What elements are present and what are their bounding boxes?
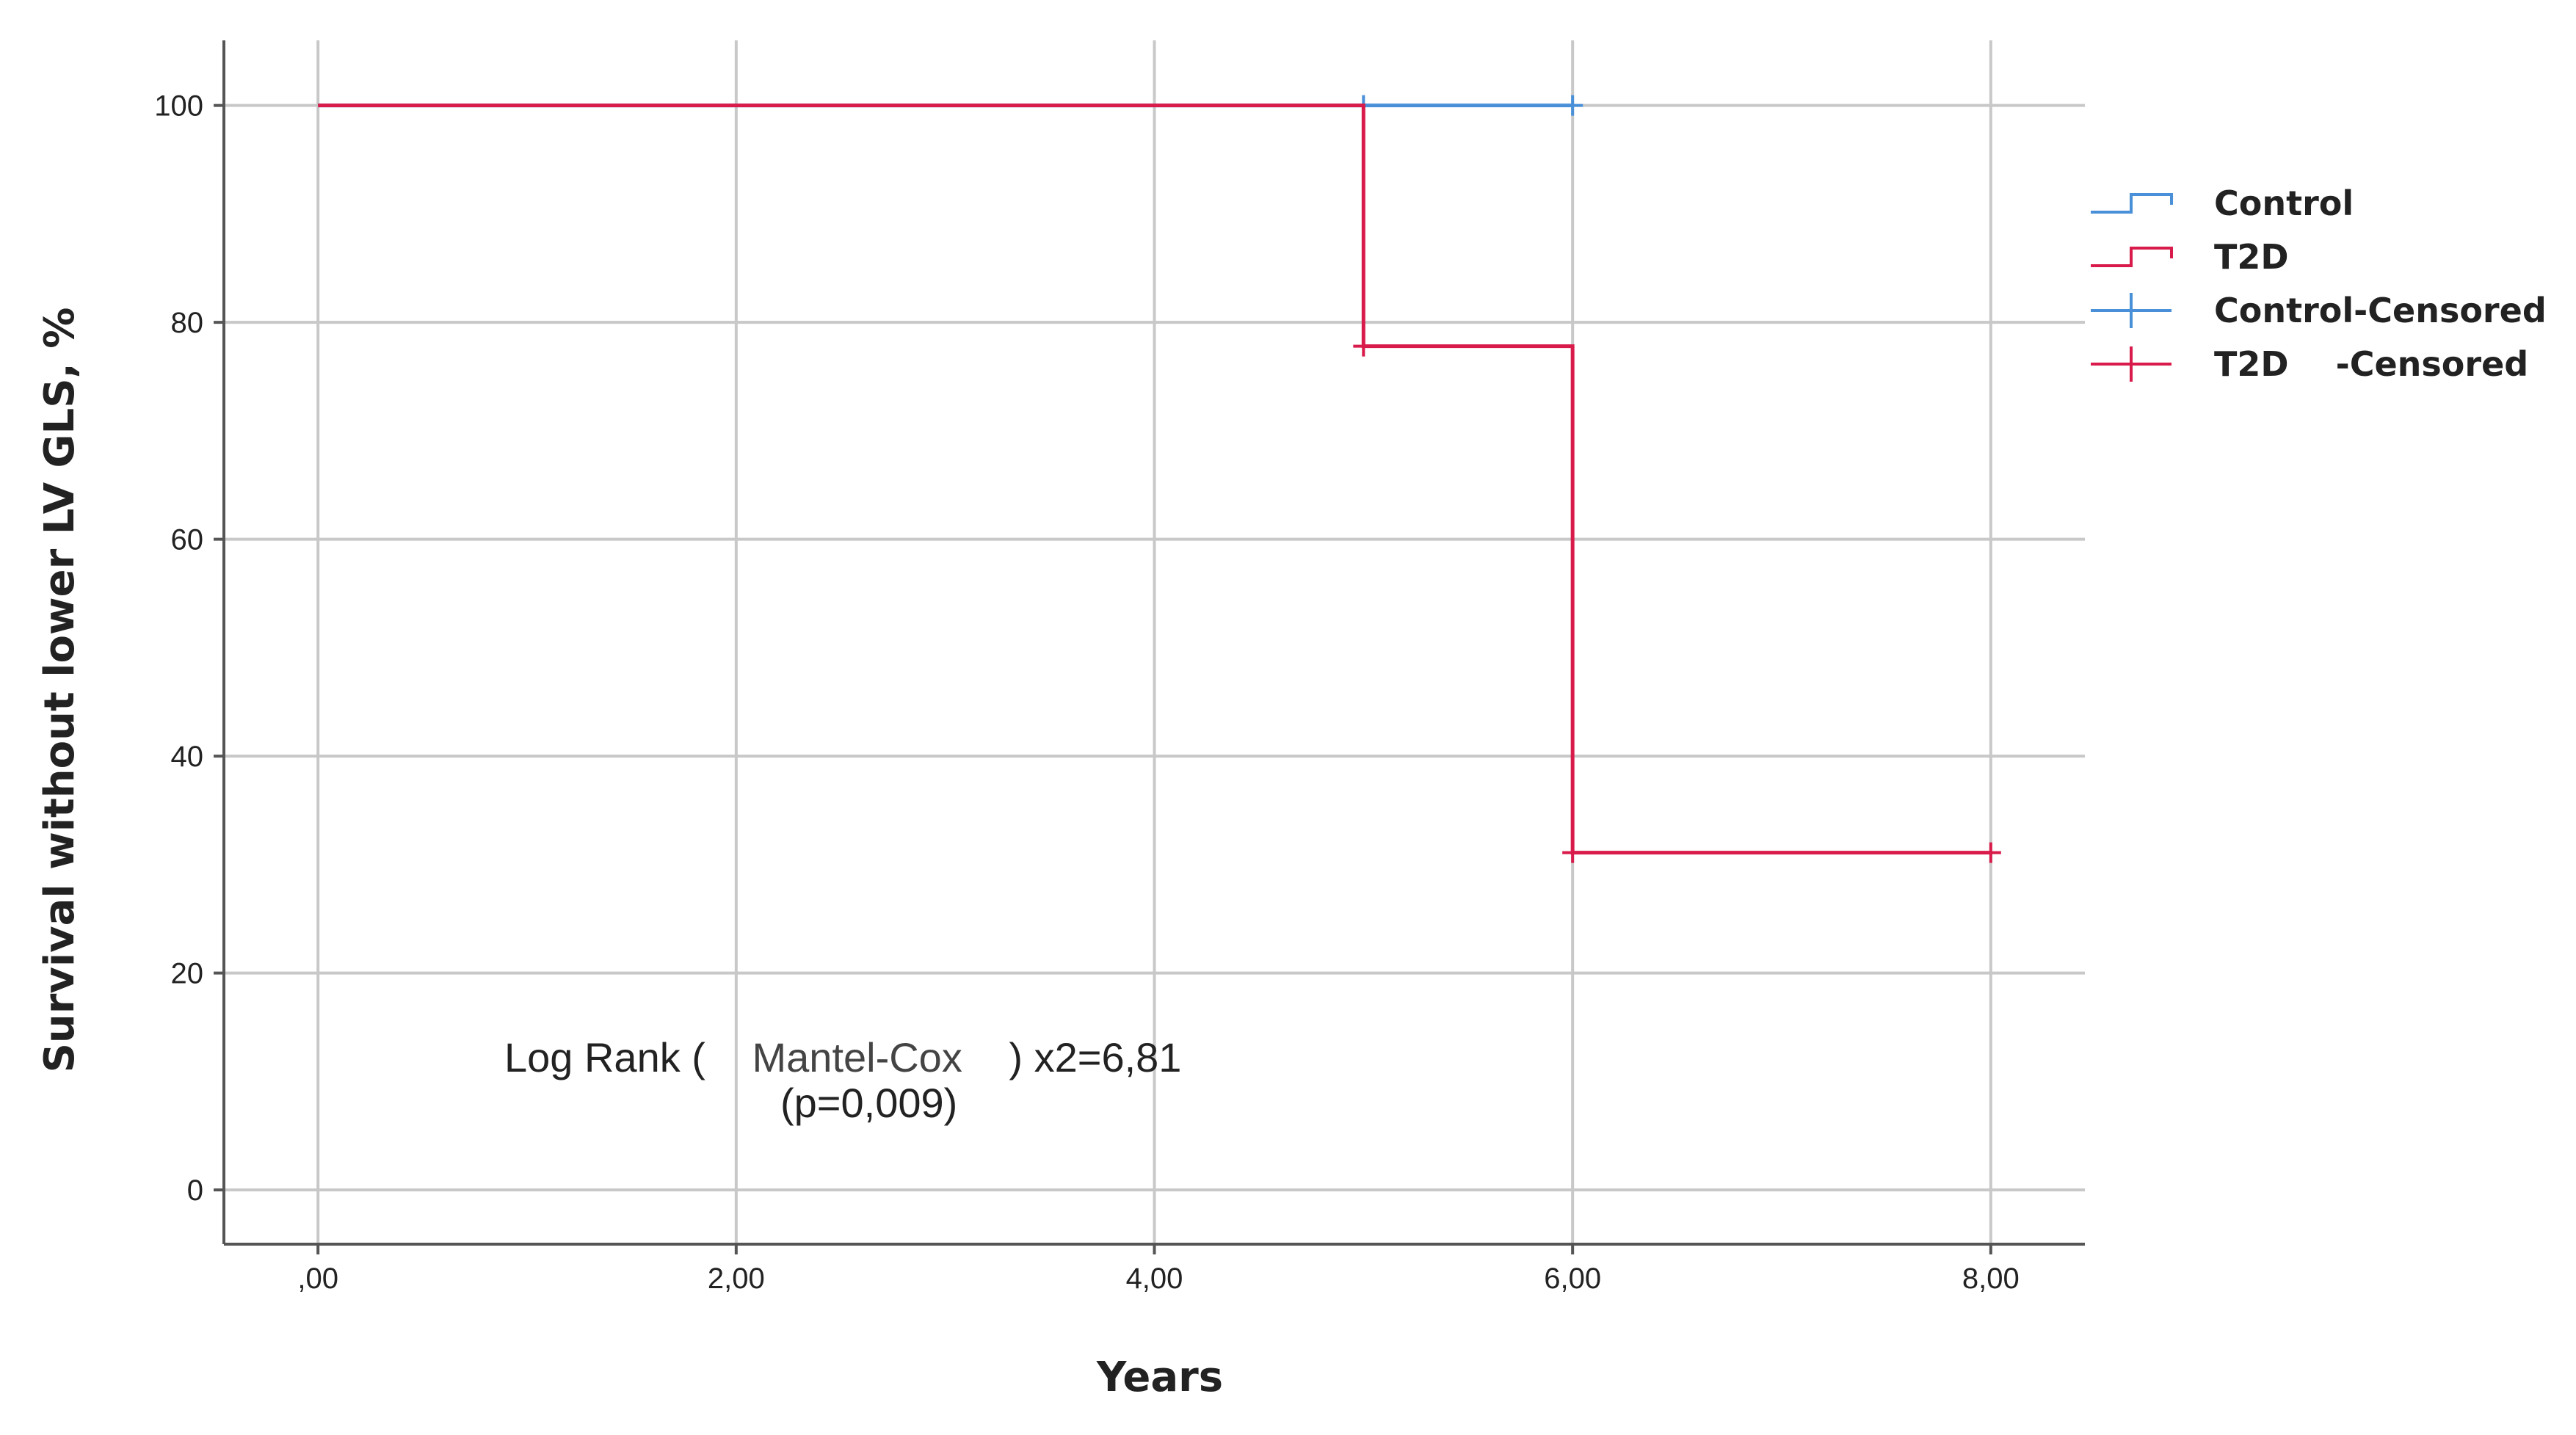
p-value-annotation: (p=0,009) <box>780 1080 957 1126</box>
y-tick-label-20: 20 <box>171 958 204 990</box>
log-rank-annotation: Log Rank ( Mantel-Cox ) x2=6,81 <box>504 1034 1181 1080</box>
x-tick-label-6: 6,00 <box>1544 1263 1601 1295</box>
x-tick-label-0: ,00 <box>297 1263 338 1295</box>
y-axis-title: Survival without lower LV GLS, % <box>36 308 84 1073</box>
tick-labels: 0 20 40 60 80 100 ,00 2,00 4,00 6,00 8,00 <box>154 90 2020 1295</box>
legend-label-control-censored: Control-Censored <box>2214 291 2547 330</box>
x-tick-label-8: 8,00 <box>1962 1263 2020 1295</box>
legend-item-t2d: T2D <box>2091 237 2289 277</box>
curve-t2d <box>318 103 1991 855</box>
log-rank-method: Mantel-Cox <box>752 1034 962 1080</box>
legend-swatch-t2d <box>2091 247 2173 267</box>
y-tick-label-100: 100 <box>154 90 203 123</box>
censor-mark-control-1 <box>1562 95 1583 116</box>
legend-label-t2d-censored: T2D -Censored <box>2214 344 2528 384</box>
y-tick-label-40: 40 <box>171 741 204 773</box>
survival-curves <box>318 95 2001 863</box>
log-rank-statistic: ) x2=6,81 <box>1009 1034 1181 1080</box>
x-tick-label-4: 4,00 <box>1126 1263 1183 1295</box>
x-axis-title: Years <box>1096 1354 1223 1401</box>
legend-label-t2d: T2D <box>2214 237 2289 277</box>
legend-swatch-control <box>2091 193 2173 214</box>
log-rank-prefix: Log Rank ( <box>504 1034 705 1080</box>
legend-item-control: Control <box>2091 184 2354 223</box>
legend-label-control: Control <box>2214 184 2354 223</box>
y-tick-label-0: 0 <box>187 1174 203 1207</box>
legend-item-control-censored: Control-Censored <box>2091 291 2547 330</box>
y-tick-label-80: 80 <box>171 307 204 339</box>
censor-mark-t2d-1 <box>1562 842 1583 863</box>
legend: Control T2D Control-Censored T2D -Censored <box>2091 184 2547 384</box>
legend-swatch-control-censored <box>2091 293 2172 328</box>
axes <box>214 40 2085 1254</box>
censor-mark-t2d-2 <box>1980 842 2001 863</box>
legend-item-t2d-censored: T2D -Censored <box>2091 344 2528 384</box>
y-tick-label-60: 60 <box>171 524 204 556</box>
censor-mark-t2d-0 <box>1353 335 1374 357</box>
x-tick-label-2: 2,00 <box>708 1263 765 1295</box>
legend-swatch-t2d-censored <box>2091 346 2172 382</box>
